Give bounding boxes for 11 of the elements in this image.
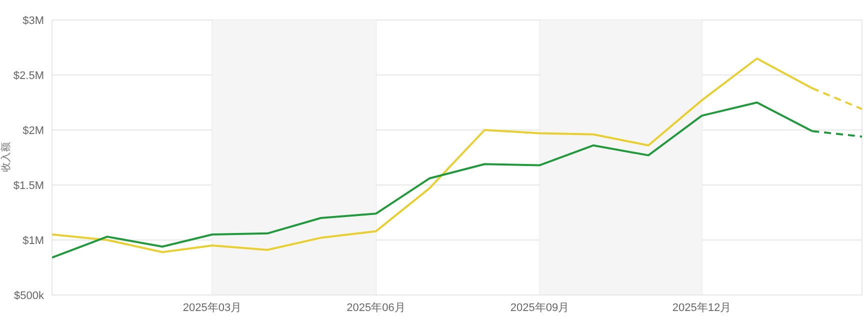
x-tick-label: 2025年03月 <box>182 302 242 314</box>
y-tick-label: $2.5M <box>13 70 44 82</box>
y-tick-label: $500k <box>14 290 44 302</box>
y-axis-title: 收入额 <box>0 141 13 174</box>
y-tick-label: $3M <box>22 14 44 27</box>
y-tick-label: $1M <box>22 234 44 247</box>
y-tick-label: $2M <box>22 124 44 137</box>
x-tick-label: 2025年09月 <box>510 302 570 314</box>
x-tick-label: 2025年06月 <box>346 302 406 314</box>
x-tick-label: 2025年12月 <box>672 302 732 314</box>
y-tick-label: $1.5M <box>13 180 44 192</box>
